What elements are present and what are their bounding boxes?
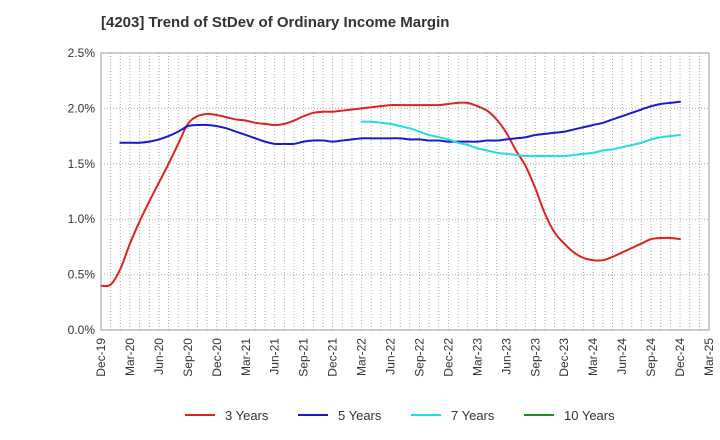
- grid-layer: [100, 52, 710, 331]
- legend-label-10-years: 10 Years: [564, 408, 615, 423]
- x-tick-label: Jun-23: [499, 338, 513, 375]
- x-tick-label: Sep-23: [528, 338, 542, 377]
- y-tick-label: 0.0%: [68, 323, 96, 337]
- x-tick-label: Dec-22: [441, 338, 455, 377]
- series-layer: [100, 100, 682, 288]
- x-tick-label: Dec-24: [673, 338, 687, 377]
- x-tick-label: Jun-24: [615, 338, 629, 375]
- x-tick-label: Dec-23: [557, 338, 571, 377]
- y-tick-label: 2.0%: [68, 101, 96, 115]
- y-tick-label: 1.5%: [68, 157, 96, 171]
- series-line-7-years: [360, 120, 682, 158]
- x-axis-ticks: Dec-19 Mar-20 Jun-20 Sep-20 Dec-20 Mar-21 Jun-…: [94, 338, 716, 377]
- y-tick-label: 2.5%: [68, 46, 96, 60]
- x-tick-label: Mar-22: [355, 338, 369, 376]
- x-tick-label: Sep-20: [181, 338, 195, 377]
- x-tick-label: Jun-21: [268, 338, 282, 375]
- x-tick-label: Sep-21: [297, 338, 311, 377]
- x-tick-label: Dec-19: [94, 338, 108, 377]
- x-tick-label: Mar-25: [702, 338, 716, 376]
- x-tick-label: Mar-23: [470, 338, 484, 376]
- chart-title: [4203] Trend of StDev of Ordinary Income…: [101, 14, 450, 31]
- series-line-5-years: [119, 100, 682, 146]
- legend-label-5-years: 5 Years: [338, 408, 382, 423]
- x-tick-label: Mar-20: [123, 338, 137, 376]
- legend: 3 Years 5 Years 7 Years 10 Years: [185, 408, 615, 423]
- legend-label-3-years: 3 Years: [225, 408, 269, 423]
- y-tick-label: 1.0%: [68, 212, 96, 226]
- x-tick-label: Dec-21: [326, 338, 340, 377]
- x-tick-label: Dec-20: [210, 338, 224, 377]
- x-tick-label: Jun-22: [384, 338, 398, 375]
- x-tick-label: Sep-24: [644, 338, 658, 377]
- legend-label-7-years: 7 Years: [451, 408, 495, 423]
- series-line-3-years: [100, 101, 682, 288]
- x-tick-label: Mar-24: [586, 338, 600, 376]
- plot-border: [100, 52, 710, 331]
- x-tick-label: Mar-21: [239, 338, 253, 376]
- y-axis-ticks: 0.0% 0.5% 1.0% 1.5% 2.0% 2.5%: [68, 46, 96, 337]
- x-tick-label: Sep-22: [412, 338, 426, 377]
- y-tick-label: 0.5%: [68, 268, 96, 282]
- x-tick-label: Jun-20: [152, 338, 166, 375]
